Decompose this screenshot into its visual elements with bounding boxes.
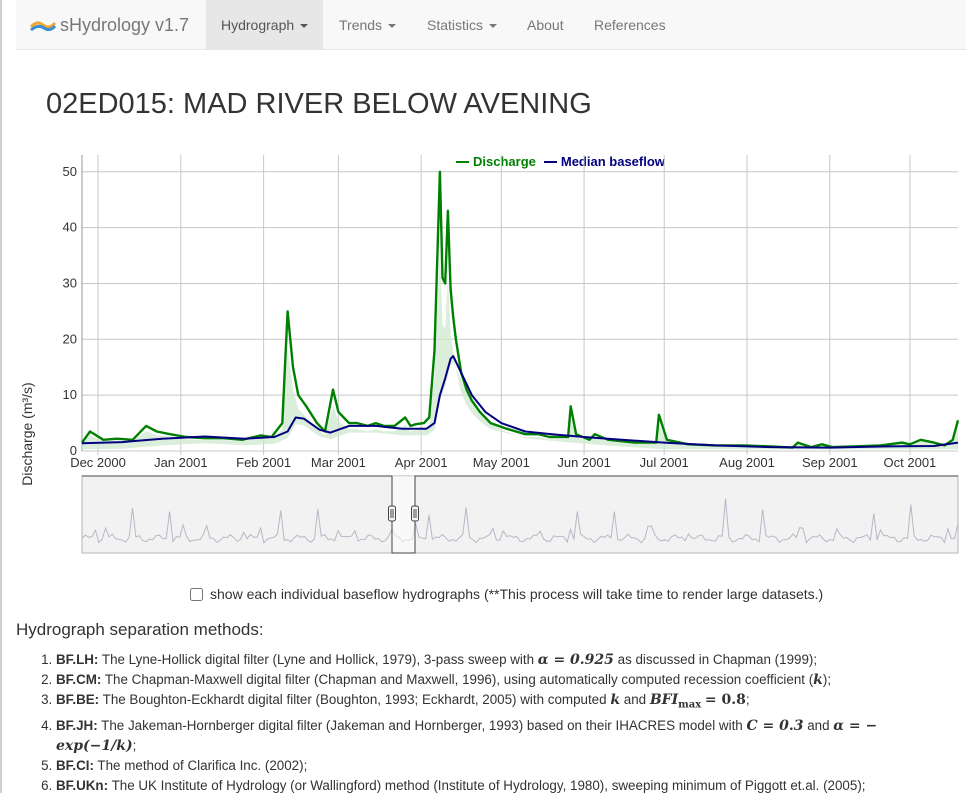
nav-references[interactable]: References	[579, 0, 681, 50]
x-tick-label: Sep 2001	[802, 455, 858, 470]
series-line-discharge	[81, 170, 960, 449]
list-item: BF.BE: The Boughton-Eckhardt digital fil…	[56, 690, 956, 716]
method-text: and	[623, 692, 647, 707]
math-alpha-exp: α = − exp(−1/k)	[56, 717, 878, 754]
methods-heading: Hydrograph separation methods:	[16, 620, 264, 639]
nav-statistics-label: Statistics	[427, 17, 484, 33]
river-logo-icon	[30, 21, 56, 32]
legend-item-baseflow[interactable]: Median baseflow	[543, 154, 665, 169]
x-tick-label: Jan 2001	[154, 455, 208, 470]
navigator-background	[81, 475, 959, 554]
chart-legend: Discharge Median baseflow	[456, 154, 673, 169]
method-text: The Chapman-Maxwell digital filter (Chap…	[104, 672, 814, 687]
navigator-left-handle[interactable]	[388, 505, 396, 522]
chevron-down-icon	[388, 24, 397, 29]
individual-baseflow-checkbox-label: show each individual baseflow hydrograph…	[210, 586, 824, 602]
list-item: BF.JH: The Jakeman-Hornberger digital fi…	[56, 716, 956, 756]
chevron-down-icon	[489, 24, 498, 29]
range-navigator[interactable]	[81, 475, 959, 554]
navigator-outline	[82, 475, 958, 554]
legend-label-discharge: Discharge	[473, 154, 536, 169]
x-tick-label: Dec 2000	[70, 455, 126, 470]
navigator-series-line	[81, 498, 959, 544]
method-code: BF.CM:	[56, 672, 102, 687]
method-code: BF.JH:	[56, 717, 98, 733]
y-tick-label: 0	[70, 443, 77, 458]
x-tick-label: Jun 2001	[557, 455, 611, 470]
method-code: BF.LH:	[56, 652, 99, 667]
method-text: as discussed in Chapman (1999);	[617, 652, 818, 667]
brand[interactable]: sHydrology v1.7	[30, 0, 189, 50]
method-text: and	[807, 717, 830, 733]
legend-swatch-baseflow	[543, 160, 557, 163]
x-tick-label: Oct 2001	[884, 455, 937, 470]
methods-list: BF.LH: The Lyne-Hollick digital filter (…	[56, 650, 956, 796]
nav-references-label: References	[594, 17, 666, 33]
x-tick-label: Feb 2001	[236, 455, 291, 470]
y-axis-label: Discharge (m³/s)	[19, 382, 35, 485]
nav-about[interactable]: About	[512, 0, 579, 50]
navigator-selected-range[interactable]	[392, 476, 415, 553]
math-k: k	[813, 672, 823, 688]
nav-statistics[interactable]: Statistics	[412, 0, 512, 50]
x-tick-label: Jul 2001	[640, 455, 689, 470]
page-title: 02ED015: MAD RIVER BELOW AVENING	[46, 88, 592, 120]
math-bfi: BFI	[649, 692, 679, 708]
method-text: ;	[132, 737, 137, 753]
method-text: The Boughton-Eckhardt digital filter (Bo…	[102, 692, 607, 707]
nav-hydrograph-label: Hydrograph	[221, 17, 295, 33]
list-item: BF.CM: The Chapman-Maxwell digital filte…	[56, 670, 956, 690]
math-c: C = 0.3	[746, 717, 804, 734]
chart-grid	[81, 155, 958, 455]
x-tick-label: Apr 2001	[395, 455, 448, 470]
method-text: The Jakeman-Hornberger digital filter (J…	[101, 717, 743, 733]
method-code: BF.CI:	[56, 757, 94, 773]
brand-name: sHydrology v1.7	[60, 14, 190, 35]
method-text: ;	[745, 692, 750, 707]
y-tick-label: 40	[63, 220, 77, 235]
series-line-median-baseflow	[81, 355, 959, 449]
list-item: BF.LH: The Lyne-Hollick digital filter (…	[56, 650, 956, 670]
method-code: BF.UKn:	[56, 777, 109, 793]
window-edge	[0, 0, 2, 793]
y-tick-labels: 0 10 20 30 40 50	[63, 164, 77, 458]
nav-hydrograph[interactable]: Hydrograph	[206, 0, 324, 50]
y-tick-label: 50	[63, 164, 77, 179]
baseflow-fill-area	[82, 248, 958, 450]
method-text: The Lyne-Hollick digital filter (Lyne an…	[101, 652, 535, 667]
list-item: BF.UKn: The UK Institute of Hydrology (o…	[56, 776, 956, 796]
list-item: BF.CI: The method of Clarifica Inc. (200…	[56, 756, 956, 776]
x-tick-labels: Dec 2000 Jan 2001 Feb 2001 Mar 2001 Apr 2001…	[70, 455, 936, 470]
y-tick-label: 30	[63, 275, 77, 290]
y-tick-label: 20	[63, 331, 77, 346]
math-bfi-value: = 0.8	[704, 692, 746, 708]
method-text: The UK Institute of Hydrology (or Wallin…	[111, 777, 866, 793]
navbar: sHydrology v1.7 Hydrograph Trends Statis…	[16, 0, 966, 50]
legend-item-discharge[interactable]: Discharge	[456, 154, 536, 169]
method-text: );	[822, 672, 832, 687]
y-tick-label: 10	[63, 387, 77, 402]
math-k: k	[610, 692, 621, 708]
x-tick-label: Aug 2001	[719, 455, 775, 470]
legend-swatch-discharge	[456, 160, 469, 163]
legend-label-baseflow: Median baseflow	[560, 154, 665, 169]
x-tick-label: May 2001	[473, 455, 530, 470]
nav-about-label: About	[527, 17, 564, 33]
math-bfi-sub: max	[678, 699, 702, 711]
individual-baseflow-checkbox[interactable]	[190, 587, 203, 601]
nav-trends-label: Trends	[339, 17, 383, 33]
x-tick-label: Mar 2001	[311, 455, 366, 470]
math-alpha: α = 0.925	[537, 652, 614, 668]
method-code: BF.BE:	[56, 692, 100, 707]
individual-baseflow-checkbox-row[interactable]: show each individual baseflow hydrograph…	[190, 586, 823, 602]
method-text: The method of Clarifica Inc. (2002);	[97, 757, 308, 773]
hydrograph-chart[interactable]: 0 10 20 30 40 50 Dec 2000 Jan 2001 Feb 2001 Mar …	[0, 150, 974, 570]
navigator-right-handle[interactable]	[411, 505, 419, 522]
chevron-down-icon	[300, 24, 309, 29]
nav-trends[interactable]: Trends	[324, 0, 411, 50]
